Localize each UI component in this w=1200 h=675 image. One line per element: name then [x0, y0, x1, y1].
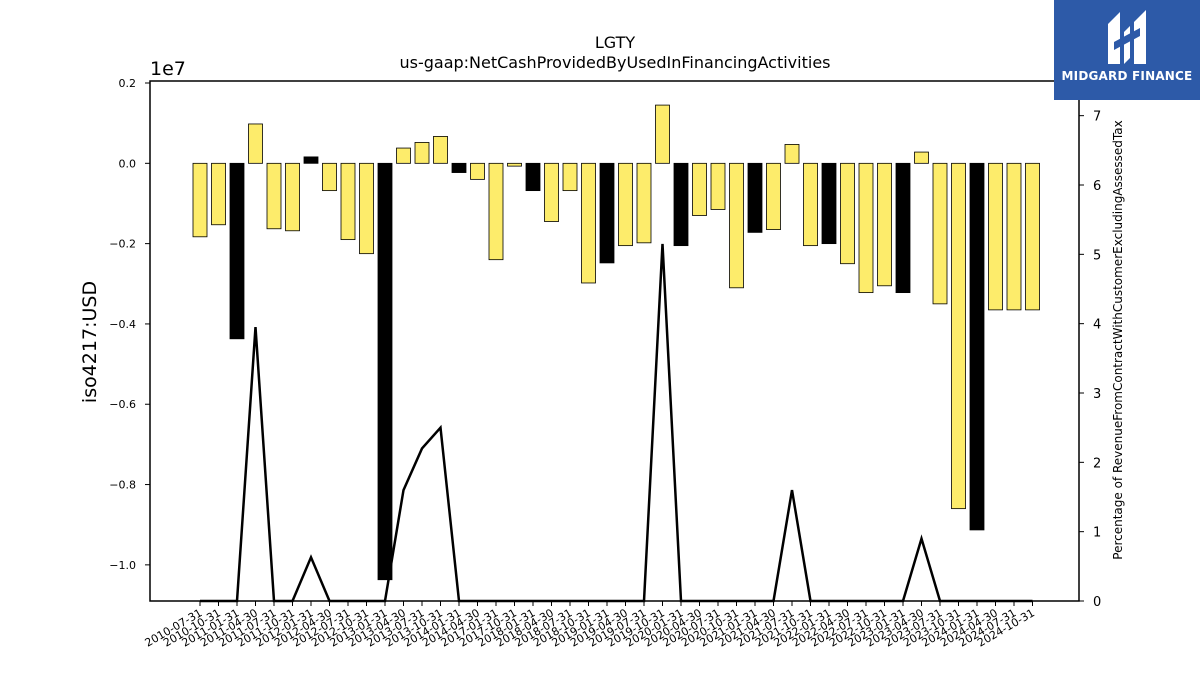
y2-axis-label: Percentage of RevenueFromContractWithCus… [1111, 120, 1125, 559]
y-tick-label: 0.2 [119, 77, 137, 90]
y-tick-label: 0.0 [119, 157, 137, 170]
bar [248, 123, 263, 164]
bar [1025, 162, 1040, 311]
bar [877, 162, 892, 287]
bar [562, 162, 578, 192]
bar [1006, 162, 1022, 311]
bar [581, 162, 596, 284]
y2-tick-label: 5 [1093, 248, 1101, 263]
bar [470, 162, 485, 180]
bar [377, 162, 393, 581]
bar [969, 162, 985, 531]
bar [211, 162, 226, 226]
bar [766, 162, 781, 230]
bar [303, 156, 319, 164]
bar [784, 144, 800, 164]
y-tick-label: −0.6 [109, 398, 136, 411]
bar [285, 162, 300, 232]
y2-tick-label: 2 [1093, 456, 1101, 471]
bar [507, 162, 522, 167]
bar [266, 162, 282, 230]
y-tick-label: −1.0 [109, 559, 136, 572]
y2-tick-label: 7 [1093, 110, 1101, 125]
bar [858, 162, 874, 294]
y-tick-label: −0.2 [109, 238, 136, 251]
bar [229, 162, 245, 340]
bar [322, 162, 337, 192]
y2-tick-label: 3 [1093, 387, 1101, 402]
bar [599, 162, 615, 264]
bar [710, 162, 726, 210]
bar [803, 162, 818, 247]
bar [840, 162, 855, 265]
chart-title: LGTY [595, 33, 636, 52]
bar [618, 162, 633, 247]
bar [636, 162, 652, 244]
bar [359, 162, 374, 255]
bar [655, 104, 670, 164]
y-tick-label: −0.4 [109, 318, 136, 331]
y-offset-label: 1e7 [150, 58, 186, 80]
bar [544, 162, 559, 222]
y2-tick-label: 6 [1093, 179, 1101, 194]
midgard-logo-icon [1108, 10, 1146, 64]
bar [396, 147, 411, 164]
bar [488, 162, 504, 261]
bar [414, 142, 430, 164]
bar [673, 162, 689, 247]
y-axis-label: iso4217:USD [79, 281, 101, 403]
brand-name: MIDGARD FINANCE [1061, 69, 1193, 83]
bar [451, 162, 467, 173]
bar [951, 162, 966, 510]
y-tick-label: −0.8 [109, 479, 136, 492]
chart-subtitle: us-gaap:NetCashProvidedByUsedInFinancing… [399, 53, 830, 72]
bar [895, 162, 911, 294]
bar [747, 162, 763, 233]
y2-tick-label: 4 [1093, 318, 1101, 333]
y2-tick-label: 1 [1093, 526, 1101, 541]
bar [192, 162, 208, 238]
bar [525, 162, 541, 192]
brand-logo: MIDGARD FINANCE [1054, 0, 1200, 100]
bar [914, 151, 929, 164]
bar [932, 162, 948, 305]
bar [692, 162, 707, 216]
y2-tick-label: 0 [1093, 595, 1101, 610]
plot-frame [149, 80, 1080, 602]
bar [821, 162, 837, 245]
bar [729, 162, 744, 289]
bar [340, 162, 356, 241]
bar [433, 136, 448, 164]
revenue-percentage-line [200, 243, 1033, 603]
bar [988, 162, 1003, 311]
